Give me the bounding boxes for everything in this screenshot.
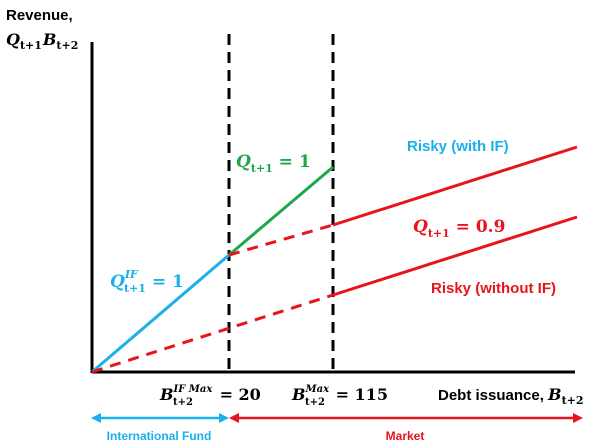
threshold-if-max-label: BIF Max t+2 = 20: [159, 384, 261, 408]
red-line-without-if: [332, 215, 578, 297]
ylabel-math: Qt+1Bt+2: [6, 30, 78, 52]
market-label: Market: [386, 429, 425, 443]
q-green-label: Qt+1 = 1: [236, 152, 311, 175]
q-if-label: QIF t+1 = 1: [110, 268, 184, 295]
green-line: [228, 165, 334, 257]
international-fund-label: International Fund: [107, 429, 212, 443]
red-line-with-if: [332, 145, 578, 227]
red-dashed-lower: [91, 293, 334, 374]
ylabel-line1: Revenue,: [6, 7, 73, 24]
blue-if-line: [91, 253, 230, 374]
risky-with-if-label: Risky (with IF): [407, 138, 509, 155]
q-red-label: Qt+1 = 0.9: [413, 217, 505, 240]
xlabel: Debt issuance, Bt+2: [438, 385, 584, 407]
threshold-market-max-label: BMax t+2 = 115: [291, 384, 388, 408]
risky-without-if-label: Risky (without IF): [431, 280, 556, 297]
